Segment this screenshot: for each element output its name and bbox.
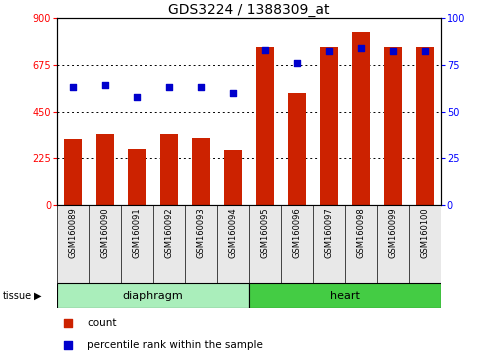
Point <box>229 90 237 96</box>
Text: GSM160095: GSM160095 <box>260 208 270 258</box>
Bar <box>385 47 402 205</box>
Bar <box>288 93 306 205</box>
Point <box>101 82 108 88</box>
Bar <box>320 47 338 205</box>
Bar <box>64 139 81 205</box>
Point <box>350 52 358 58</box>
Text: GSM160100: GSM160100 <box>421 208 430 258</box>
Bar <box>417 47 434 205</box>
Text: GSM160092: GSM160092 <box>164 208 174 258</box>
Point <box>421 48 429 54</box>
Bar <box>352 32 370 205</box>
Point <box>325 48 333 54</box>
Bar <box>160 135 177 205</box>
Bar <box>96 135 113 205</box>
Text: GSM160099: GSM160099 <box>388 208 398 258</box>
Point <box>197 84 205 90</box>
Bar <box>249 283 441 308</box>
Point <box>389 48 397 54</box>
Point <box>350 245 358 251</box>
Text: GSM160098: GSM160098 <box>356 208 366 258</box>
Text: GSM160090: GSM160090 <box>100 208 109 258</box>
Bar <box>192 138 210 205</box>
Text: diaphragm: diaphragm <box>122 291 183 301</box>
Bar <box>128 149 145 205</box>
Point <box>69 84 77 90</box>
Point <box>261 47 269 52</box>
Text: GSM160096: GSM160096 <box>292 208 302 258</box>
Bar <box>256 47 274 205</box>
Bar <box>57 283 249 308</box>
Text: GSM160097: GSM160097 <box>324 208 334 258</box>
Point <box>357 45 365 51</box>
Text: ▶: ▶ <box>34 291 41 301</box>
Point <box>293 60 301 65</box>
Point <box>165 84 173 90</box>
Text: GSM160091: GSM160091 <box>132 208 141 258</box>
Text: GSM160089: GSM160089 <box>68 208 77 258</box>
Title: GDS3224 / 1388309_at: GDS3224 / 1388309_at <box>168 3 330 17</box>
Text: percentile rank within the sample: percentile rank within the sample <box>87 339 263 350</box>
Text: count: count <box>87 318 117 329</box>
Point <box>133 94 141 99</box>
Text: GSM160094: GSM160094 <box>228 208 238 258</box>
Text: heart: heart <box>330 291 360 301</box>
Bar <box>224 150 242 205</box>
Text: tissue: tissue <box>2 291 32 301</box>
Text: GSM160093: GSM160093 <box>196 208 206 258</box>
